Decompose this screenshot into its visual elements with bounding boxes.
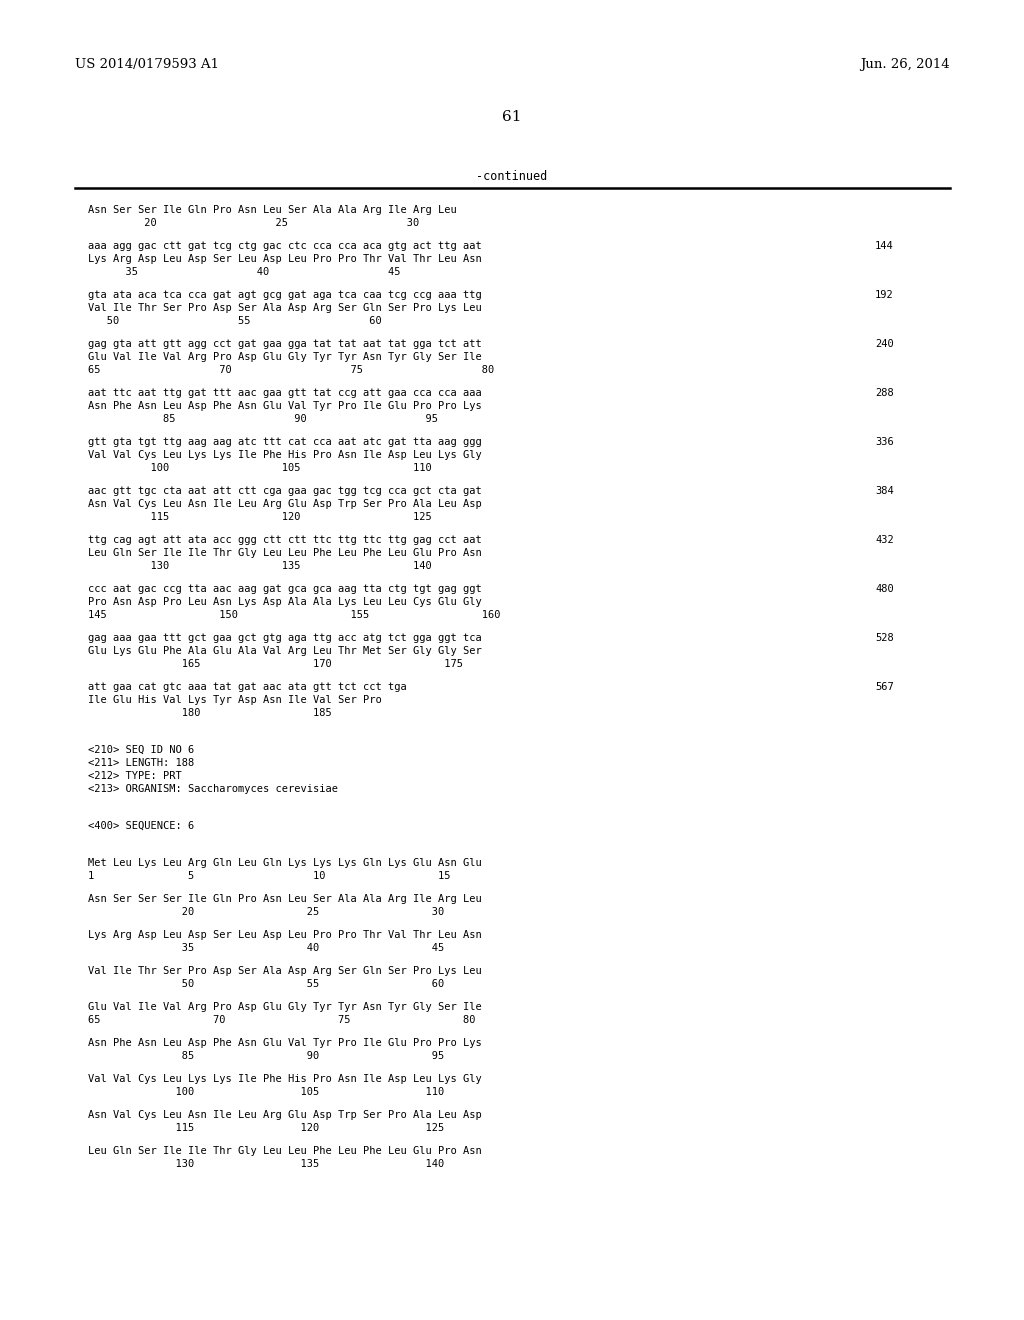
Text: 240: 240 [874, 339, 894, 348]
Text: Leu Gln Ser Ile Ile Thr Gly Leu Leu Phe Leu Phe Leu Glu Pro Asn: Leu Gln Ser Ile Ile Thr Gly Leu Leu Phe … [88, 548, 481, 558]
Text: 180                  185: 180 185 [88, 708, 332, 718]
Text: 192: 192 [874, 290, 894, 300]
Text: <211> LENGTH: 188: <211> LENGTH: 188 [88, 758, 195, 768]
Text: Val Ile Thr Ser Pro Asp Ser Ala Asp Arg Ser Gln Ser Pro Lys Leu: Val Ile Thr Ser Pro Asp Ser Ala Asp Arg … [88, 966, 481, 975]
Text: 50                  55                  60: 50 55 60 [88, 979, 444, 989]
Text: 65                  70                  75                  80: 65 70 75 80 [88, 1015, 475, 1026]
Text: Asn Val Cys Leu Asn Ile Leu Arg Glu Asp Trp Ser Pro Ala Leu Asp: Asn Val Cys Leu Asn Ile Leu Arg Glu Asp … [88, 1110, 481, 1119]
Text: ccc aat gac ccg tta aac aag gat gca gca aag tta ctg tgt gag ggt: ccc aat gac ccg tta aac aag gat gca gca … [88, 583, 481, 594]
Text: aac gtt tgc cta aat att ctt cga gaa gac tgg tcg cca gct cta gat: aac gtt tgc cta aat att ctt cga gaa gac … [88, 486, 481, 496]
Text: Val Val Cys Leu Lys Lys Ile Phe His Pro Asn Ile Asp Leu Lys Gly: Val Val Cys Leu Lys Lys Ile Phe His Pro … [88, 450, 481, 459]
Text: 130                  135                  140: 130 135 140 [88, 561, 432, 572]
Text: aat ttc aat ttg gat ttt aac gaa gtt tat ccg att gaa cca cca aaa: aat ttc aat ttg gat ttt aac gaa gtt tat … [88, 388, 481, 399]
Text: 65                   70                   75                   80: 65 70 75 80 [88, 366, 495, 375]
Text: 528: 528 [874, 634, 894, 643]
Text: 20                  25                  30: 20 25 30 [88, 907, 444, 917]
Text: 336: 336 [874, 437, 894, 447]
Text: Asn Phe Asn Leu Asp Phe Asn Glu Val Tyr Pro Ile Glu Pro Pro Lys: Asn Phe Asn Leu Asp Phe Asn Glu Val Tyr … [88, 1038, 481, 1048]
Text: 61: 61 [502, 110, 522, 124]
Text: <210> SEQ ID NO 6: <210> SEQ ID NO 6 [88, 744, 195, 755]
Text: 144: 144 [874, 242, 894, 251]
Text: <400> SEQUENCE: 6: <400> SEQUENCE: 6 [88, 821, 195, 832]
Text: 115                 120                 125: 115 120 125 [88, 1123, 444, 1133]
Text: 100                  105                  110: 100 105 110 [88, 463, 432, 473]
Text: 85                  90                  95: 85 90 95 [88, 1051, 444, 1061]
Text: 384: 384 [874, 486, 894, 496]
Text: 432: 432 [874, 535, 894, 545]
Text: 35                   40                   45: 35 40 45 [88, 267, 400, 277]
Text: Lys Arg Asp Leu Asp Ser Leu Asp Leu Pro Pro Thr Val Thr Leu Asn: Lys Arg Asp Leu Asp Ser Leu Asp Leu Pro … [88, 931, 481, 940]
Text: -continued: -continued [476, 170, 548, 183]
Text: Asn Ser Ser Ser Ile Gln Pro Asn Leu Ser Ala Ala Arg Ile Arg Leu: Asn Ser Ser Ser Ile Gln Pro Asn Leu Ser … [88, 894, 481, 904]
Text: 50                   55                   60: 50 55 60 [88, 315, 382, 326]
Text: Glu Val Ile Val Arg Pro Asp Glu Gly Tyr Tyr Asn Tyr Gly Ser Ile: Glu Val Ile Val Arg Pro Asp Glu Gly Tyr … [88, 1002, 481, 1012]
Text: 20                   25                   30: 20 25 30 [88, 218, 419, 228]
Text: Ile Glu His Val Lys Tyr Asp Asn Ile Val Ser Pro: Ile Glu His Val Lys Tyr Asp Asn Ile Val … [88, 696, 382, 705]
Text: 85                   90                   95: 85 90 95 [88, 414, 438, 424]
Text: Pro Asn Asp Pro Leu Asn Lys Asp Ala Ala Lys Leu Leu Cys Glu Gly: Pro Asn Asp Pro Leu Asn Lys Asp Ala Ala … [88, 597, 481, 607]
Text: ttg cag agt att ata acc ggg ctt ctt ttc ttg ttc ttg gag cct aat: ttg cag agt att ata acc ggg ctt ctt ttc … [88, 535, 481, 545]
Text: gta ata aca tca cca gat agt gcg gat aga tca caa tcg ccg aaa ttg: gta ata aca tca cca gat agt gcg gat aga … [88, 290, 481, 300]
Text: Val Val Cys Leu Lys Lys Ile Phe His Pro Asn Ile Asp Leu Lys Gly: Val Val Cys Leu Lys Lys Ile Phe His Pro … [88, 1074, 481, 1084]
Text: 480: 480 [874, 583, 894, 594]
Text: 35                  40                  45: 35 40 45 [88, 942, 444, 953]
Text: 145                  150                  155                  160: 145 150 155 160 [88, 610, 501, 620]
Text: 130                 135                 140: 130 135 140 [88, 1159, 444, 1170]
Text: Asn Phe Asn Leu Asp Phe Asn Glu Val Tyr Pro Ile Glu Pro Pro Lys: Asn Phe Asn Leu Asp Phe Asn Glu Val Tyr … [88, 401, 481, 411]
Text: Lys Arg Asp Leu Asp Ser Leu Asp Leu Pro Pro Thr Val Thr Leu Asn: Lys Arg Asp Leu Asp Ser Leu Asp Leu Pro … [88, 253, 481, 264]
Text: 165                  170                  175: 165 170 175 [88, 659, 463, 669]
Text: aaa agg gac ctt gat tcg ctg gac ctc cca cca aca gtg act ttg aat: aaa agg gac ctt gat tcg ctg gac ctc cca … [88, 242, 481, 251]
Text: US 2014/0179593 A1: US 2014/0179593 A1 [75, 58, 219, 71]
Text: 115                  120                  125: 115 120 125 [88, 512, 432, 521]
Text: 1               5                   10                  15: 1 5 10 15 [88, 871, 451, 880]
Text: gag gta att gtt agg cct gat gaa gga tat tat aat tat gga tct att: gag gta att gtt agg cct gat gaa gga tat … [88, 339, 481, 348]
Text: Leu Gln Ser Ile Ile Thr Gly Leu Leu Phe Leu Phe Leu Glu Pro Asn: Leu Gln Ser Ile Ile Thr Gly Leu Leu Phe … [88, 1146, 481, 1156]
Text: Jun. 26, 2014: Jun. 26, 2014 [860, 58, 950, 71]
Text: Asn Ser Ser Ile Gln Pro Asn Leu Ser Ala Ala Arg Ile Arg Leu: Asn Ser Ser Ile Gln Pro Asn Leu Ser Ala … [88, 205, 457, 215]
Text: Val Ile Thr Ser Pro Asp Ser Ala Asp Arg Ser Gln Ser Pro Lys Leu: Val Ile Thr Ser Pro Asp Ser Ala Asp Arg … [88, 304, 481, 313]
Text: Asn Val Cys Leu Asn Ile Leu Arg Glu Asp Trp Ser Pro Ala Leu Asp: Asn Val Cys Leu Asn Ile Leu Arg Glu Asp … [88, 499, 481, 510]
Text: Glu Val Ile Val Arg Pro Asp Glu Gly Tyr Tyr Asn Tyr Gly Ser Ile: Glu Val Ile Val Arg Pro Asp Glu Gly Tyr … [88, 352, 481, 362]
Text: Glu Lys Glu Phe Ala Glu Ala Val Arg Leu Thr Met Ser Gly Gly Ser: Glu Lys Glu Phe Ala Glu Ala Val Arg Leu … [88, 645, 481, 656]
Text: gag aaa gaa ttt gct gaa gct gtg aga ttg acc atg tct gga ggt tca: gag aaa gaa ttt gct gaa gct gtg aga ttg … [88, 634, 481, 643]
Text: 288: 288 [874, 388, 894, 399]
Text: <213> ORGANISM: Saccharomyces cerevisiae: <213> ORGANISM: Saccharomyces cerevisiae [88, 784, 338, 795]
Text: 567: 567 [874, 682, 894, 692]
Text: gtt gta tgt ttg aag aag atc ttt cat cca aat atc gat tta aag ggg: gtt gta tgt ttg aag aag atc ttt cat cca … [88, 437, 481, 447]
Text: att gaa cat gtc aaa tat gat aac ata gtt tct cct tga: att gaa cat gtc aaa tat gat aac ata gtt … [88, 682, 407, 692]
Text: Met Leu Lys Leu Arg Gln Leu Gln Lys Lys Lys Gln Lys Glu Asn Glu: Met Leu Lys Leu Arg Gln Leu Gln Lys Lys … [88, 858, 481, 869]
Text: 100                 105                 110: 100 105 110 [88, 1086, 444, 1097]
Text: <212> TYPE: PRT: <212> TYPE: PRT [88, 771, 181, 781]
